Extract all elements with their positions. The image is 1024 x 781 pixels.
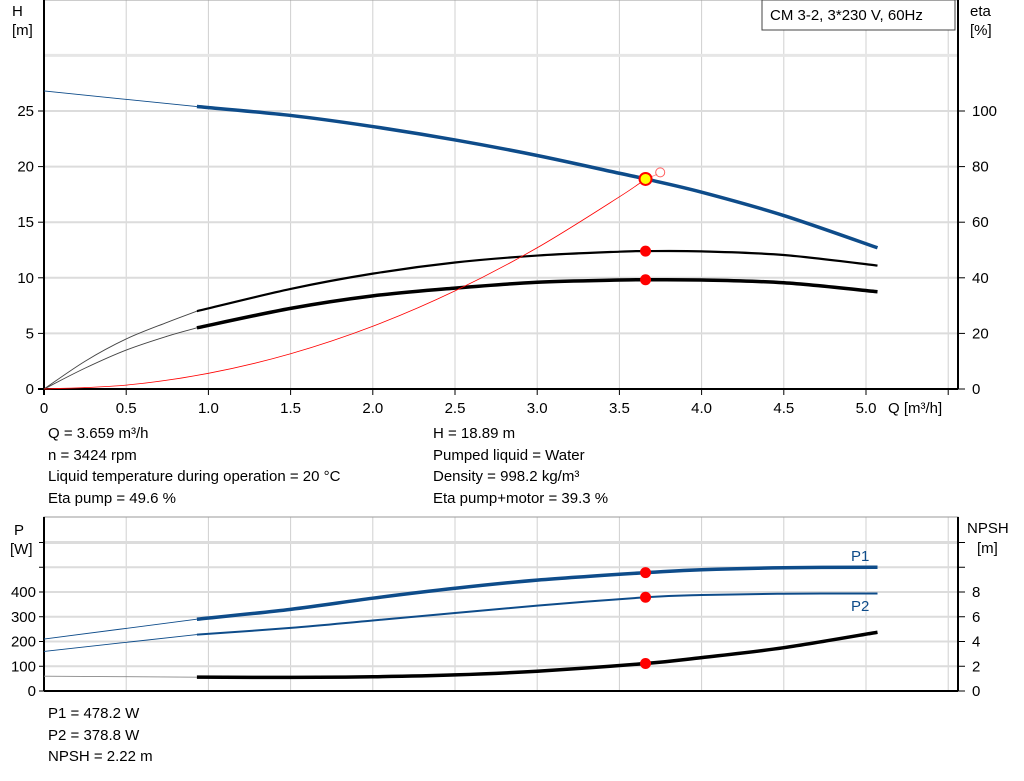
- y2-axis-unit: [m]: [977, 540, 998, 557]
- x-tick-label: 0.5: [116, 400, 137, 417]
- npsh-curve: [196, 630, 878, 680]
- x-tick-label: 0: [40, 400, 48, 417]
- info-speed: n = 3424 rpm: [48, 446, 137, 464]
- y2-tick-label: 4: [972, 634, 980, 651]
- info-p1: P1 = 478.2 W: [48, 705, 140, 722]
- y-tick-label: 200: [11, 634, 36, 651]
- x-tick-label: 1.5: [280, 400, 301, 417]
- p1-curve-extrapolated: [43, 618, 197, 640]
- p2-curve-extrapolated: [43, 634, 197, 652]
- x-tick-label: 2.5: [445, 400, 466, 417]
- y2-tick-label: 6: [972, 609, 980, 626]
- info-bottom: P1 = 478.2 W P2 = 378.8 W NPSH = 2.22 m: [48, 703, 153, 768]
- legend-text: CM 3-2, 3*230 V, 60Hz: [770, 7, 923, 24]
- eta-pump-curve-extrapolated: [43, 310, 198, 390]
- y2-tick-label: 20: [972, 325, 989, 342]
- x-tick-label: 3.0: [527, 400, 548, 417]
- y2-axis-label: NPSH: [967, 520, 1009, 537]
- info-top-left: Q = 3.659 m³/h n = 3424 rpm Liquid tempe…: [48, 423, 340, 509]
- y2-tick-label: 100: [972, 103, 997, 120]
- info-density: Density = 998.2 kg/m³: [433, 468, 580, 485]
- plot-border: [43, 0, 959, 390]
- y2-tick-label: 2: [972, 658, 980, 675]
- info-eta-pump: Eta pump = 49.6 %: [48, 489, 176, 507]
- duty-point-marker: [638, 171, 653, 186]
- head-curve: [196, 104, 879, 250]
- y2-tick-label: 8: [972, 584, 980, 601]
- x-tick-label: 4.5: [773, 400, 794, 417]
- y-tick-label: 100: [11, 658, 36, 675]
- eta-pump-motor-curve: [196, 277, 878, 330]
- legend-box: [761, 0, 956, 31]
- info-p2: P2 = 378.8 W: [48, 726, 140, 744]
- x-tick-label: 4.0: [691, 400, 712, 417]
- y2-axis-unit: [%]: [970, 22, 992, 39]
- npsh-curve-extrapolated: [43, 675, 197, 678]
- y2-tick-label: 80: [972, 159, 989, 176]
- y-axis-label: H: [12, 3, 23, 20]
- eta-total-duty-marker: [640, 274, 652, 286]
- info-npsh: NPSH = 2.22 m: [48, 748, 153, 765]
- p2-duty-marker: [640, 591, 652, 603]
- eta-pump-duty-marker: [640, 245, 652, 257]
- y-tick-label: 400: [11, 584, 36, 601]
- y2-tick-label: 40: [972, 270, 989, 287]
- y-tick-label: 0: [28, 683, 36, 700]
- y-axis-unit: [W]: [10, 541, 33, 558]
- info-liquid-temp: Liquid temperature during operation = 20…: [48, 468, 341, 485]
- x-tick-label: 3.5: [609, 400, 630, 417]
- p2-curve: [196, 592, 878, 636]
- y-tick-label: 20: [17, 159, 34, 176]
- p1-series-label: P1: [851, 548, 869, 565]
- y-axis-unit: [m]: [12, 22, 33, 39]
- y-tick-label: 25: [17, 103, 34, 120]
- y-axis-label: P: [14, 522, 24, 539]
- head-curve-extrapolated: [43, 90, 197, 107]
- info-q: Q = 3.659 m³/h: [48, 425, 149, 442]
- y2-tick-label: 0: [972, 683, 980, 700]
- p2-series-label: P2: [851, 598, 869, 615]
- y2-tick-label: 60: [972, 214, 989, 231]
- info-liquid: Pumped liquid = Water: [433, 446, 585, 464]
- p1-curve: [196, 565, 878, 621]
- p1-duty-marker: [640, 567, 652, 579]
- system-curve-end-marker: [655, 167, 666, 178]
- info-top-right: H = 18.89 m Pumped liquid = Water Densit…: [433, 423, 608, 509]
- x-tick-label: 5.0: [856, 400, 877, 417]
- info-eta-total: Eta pump+motor = 39.3 %: [433, 489, 609, 507]
- y-tick-label: 0: [26, 381, 34, 398]
- y-tick-label: 10: [17, 270, 34, 287]
- y2-tick-label: 0: [972, 381, 980, 398]
- y-tick-label: 15: [17, 214, 34, 231]
- info-head: H = 18.89 m: [433, 425, 516, 442]
- y-tick-label: 5: [26, 325, 34, 342]
- x-tick-label: 1.0: [198, 400, 219, 417]
- eta-pump-curve: [196, 249, 878, 313]
- y2-axis-label: eta: [970, 3, 992, 20]
- system-curve-line: [43, 178, 646, 390]
- eta-pump-motor-curve-extrapolated: [43, 327, 198, 390]
- x-tick-label: 2.0: [362, 400, 383, 417]
- y-tick-label: 300: [11, 609, 36, 626]
- x-axis-label: Q [m³/h]: [888, 400, 942, 417]
- npsh-duty-marker: [640, 658, 652, 670]
